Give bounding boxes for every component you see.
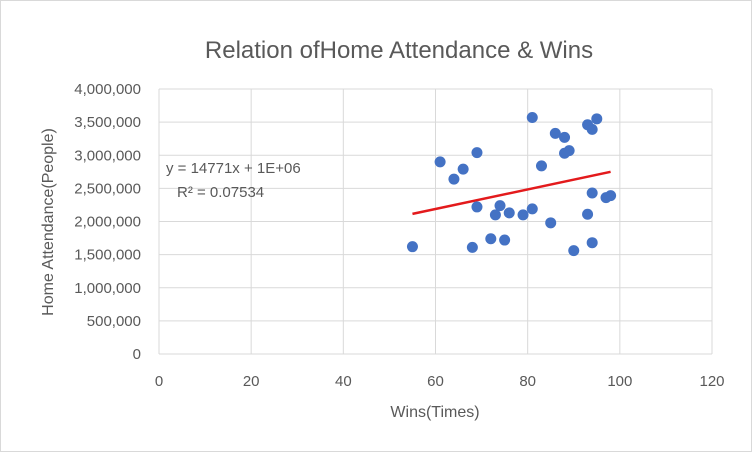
data-point — [526, 111, 538, 123]
data-point — [586, 187, 598, 199]
data-point — [466, 241, 478, 253]
data-point — [489, 209, 501, 221]
x-tick-label: 120 — [699, 373, 724, 390]
y-axis-title: Home Attendance(People) — [40, 128, 57, 316]
data-point — [471, 201, 483, 213]
data-point — [406, 241, 418, 253]
data-point — [526, 203, 538, 215]
data-point — [494, 200, 506, 212]
y-tick-label: 4,000,000 — [74, 81, 141, 98]
data-point — [568, 245, 580, 257]
y-tick-label: 1,500,000 — [74, 247, 141, 264]
x-tick-label: 40 — [335, 373, 352, 390]
chart-title: Relation ofHome Attendance & Wins — [205, 37, 593, 64]
y-tick-label: 2,500,000 — [74, 180, 141, 197]
x-tick-label: 20 — [243, 373, 260, 390]
x-tick-label: 0 — [155, 373, 163, 390]
data-point — [457, 163, 469, 175]
x-tick-label: 100 — [607, 373, 632, 390]
data-point — [545, 217, 557, 229]
x-axis-title: Wins(Times) — [390, 404, 479, 421]
x-tick-label: 80 — [519, 373, 536, 390]
data-point — [559, 131, 571, 143]
data-point — [471, 147, 483, 159]
gridlines — [158, 88, 713, 355]
trendline — [412, 170, 611, 216]
data-point — [605, 190, 617, 202]
data-point — [586, 237, 598, 249]
data-point — [582, 208, 594, 220]
trendline-equation: y = 14771x + 1E+06 — [166, 160, 301, 177]
data-point — [535, 160, 547, 172]
data-points — [406, 111, 617, 257]
data-point — [448, 173, 460, 185]
y-tick-label: 0 — [133, 346, 141, 363]
data-point — [485, 233, 497, 245]
y-tick-label: 3,000,000 — [74, 147, 141, 164]
y-tick-label: 500,000 — [87, 313, 141, 330]
y-axis-ticks: 0 500,000 1,000,000 1,500,000 2,000,000 2,500… — [74, 81, 141, 363]
data-point — [591, 113, 603, 125]
x-axis-ticks: 0 20 40 60 80 100 120 — [155, 373, 725, 390]
data-point — [586, 123, 598, 135]
y-tick-label: 3,500,000 — [74, 114, 141, 131]
trendline-r-squared: R² = 0.07534 — [177, 184, 264, 201]
y-tick-label: 1,000,000 — [74, 280, 141, 297]
data-point — [499, 234, 511, 246]
data-point — [549, 127, 561, 139]
data-point — [517, 209, 529, 221]
data-point — [434, 156, 446, 168]
x-tick-label: 60 — [427, 373, 444, 390]
y-tick-label: 2,000,000 — [74, 214, 141, 231]
data-point — [563, 145, 575, 157]
data-point — [503, 207, 515, 219]
